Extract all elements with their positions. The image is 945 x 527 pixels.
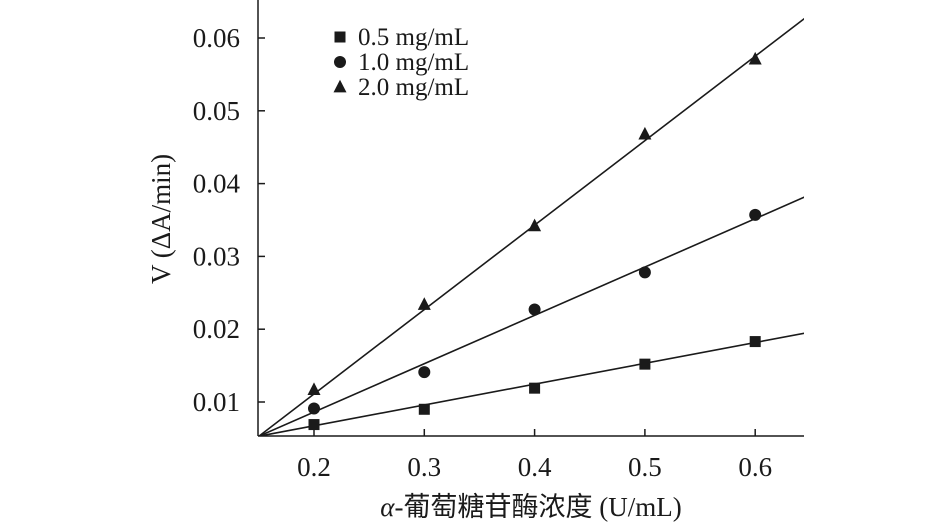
data-point-square — [418, 403, 430, 415]
data-point-square — [749, 336, 761, 348]
data-point-square — [529, 382, 541, 394]
legend-marker-circle — [334, 56, 346, 68]
axes: 0.2 0.3 0.4 0.5 0.6 0.01 0.02 0.03 0.04 0.05 0.06 — [193, 0, 804, 482]
data-point-triangle — [307, 382, 321, 396]
x-tick-label: 0.3 — [407, 452, 441, 482]
data-point-triangle — [528, 218, 542, 232]
y-tick-label: 0.03 — [193, 241, 240, 271]
y-tick-label: 0.04 — [193, 169, 241, 199]
x-tick-label: 0.4 — [518, 452, 552, 482]
data-point-square — [308, 419, 320, 431]
y-tick-label: 0.01 — [193, 387, 240, 417]
data-point-circle — [528, 303, 541, 316]
data-point-circle — [749, 208, 762, 221]
y-tick-label: 0.06 — [193, 23, 240, 53]
data-point-triangle — [417, 297, 431, 310]
y-axis-title: V (ΔA/min) — [146, 154, 176, 284]
x-axis-title-rest: -葡萄糖苷酶浓度 (U/mL) — [394, 492, 681, 522]
data-point-triangle — [638, 126, 652, 140]
legend-label: 1.0 mg/mL — [358, 49, 469, 76]
x-tick-label: 0.6 — [738, 452, 772, 482]
legend-label: 0.5 mg/mL — [358, 24, 469, 51]
legend-label: 2.0 mg/mL — [358, 74, 469, 101]
data-point-circle — [638, 266, 651, 279]
data-point-circle — [308, 402, 320, 415]
y-tick-label: 0.05 — [193, 96, 240, 126]
legend: 0.5 mg/mL1.0 mg/mL2.0 mg/mL — [333, 24, 469, 101]
y-tick-label: 0.02 — [193, 314, 240, 344]
x-axis-title-prefix: α — [380, 492, 395, 522]
legend-marker-square — [334, 31, 346, 43]
x-tick-label: 0.5 — [628, 452, 662, 482]
legend-marker-triangle — [333, 79, 347, 93]
data-point-square — [639, 358, 651, 370]
markers — [307, 51, 762, 431]
x-axis-title: α-葡萄糖苷酶浓度 (U/mL) — [380, 492, 681, 522]
x-tick-label: 0.2 — [297, 452, 331, 482]
data-point-circle — [418, 366, 431, 379]
data-point-triangle — [748, 51, 762, 65]
